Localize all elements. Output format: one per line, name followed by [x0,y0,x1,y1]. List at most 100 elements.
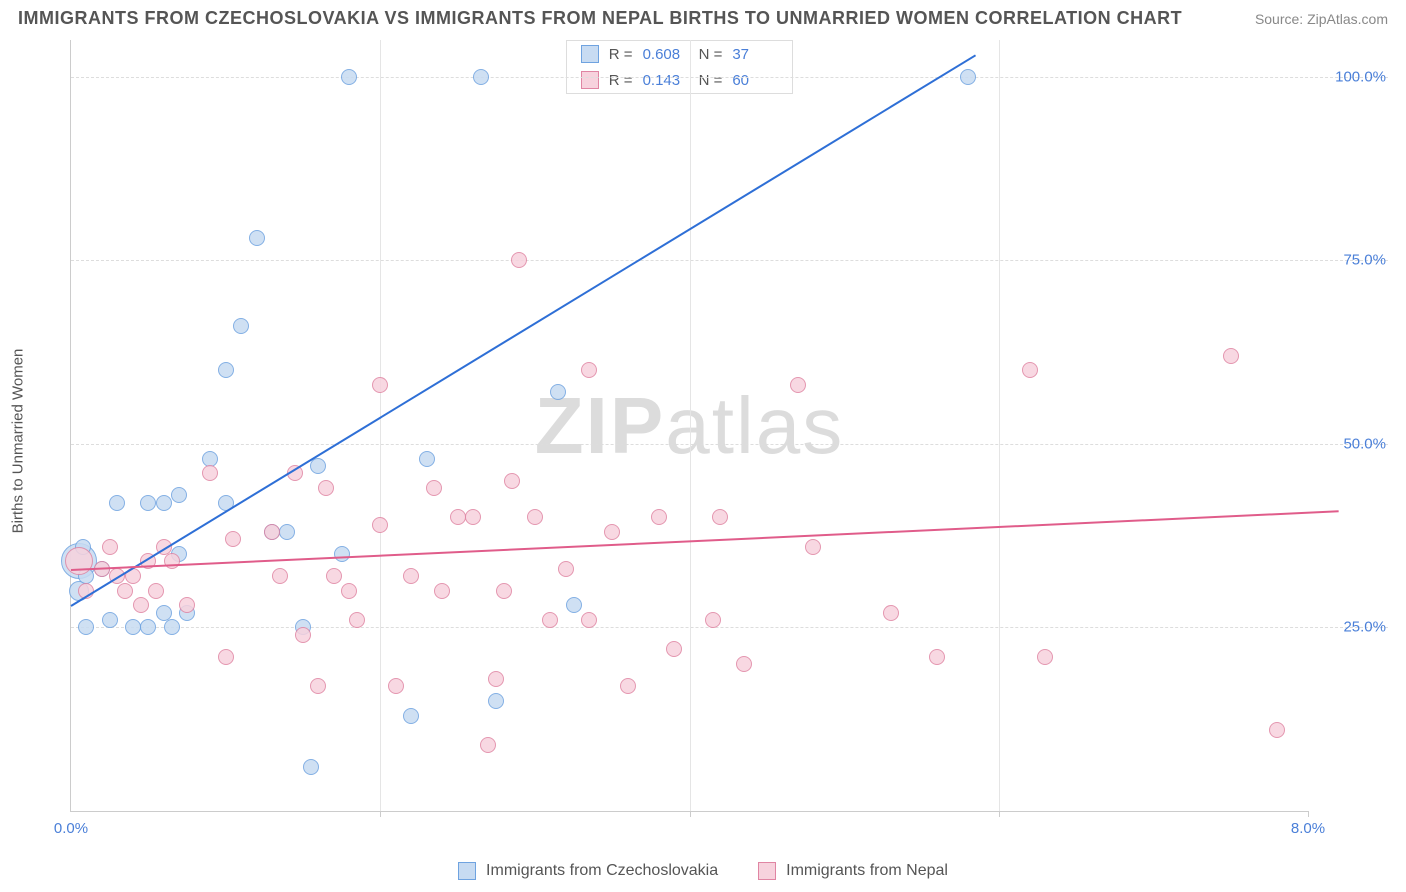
scatter-point [542,612,558,628]
scatter-point [434,583,450,599]
scatter-point [496,583,512,599]
scatter-point [102,612,118,628]
x-tick-label: 0.0% [54,820,88,837]
y-tick-label: 25.0% [1316,619,1386,636]
scatter-point [736,656,752,672]
scatter-point [272,568,288,584]
gridline-v [999,40,1000,811]
scatter-point [1269,722,1285,738]
scatter-point [264,524,280,540]
scatter-point [403,568,419,584]
scatter-point [527,509,543,525]
legend-swatch [758,862,776,880]
scatter-point [249,230,265,246]
stat-n-value: 37 [732,46,778,63]
x-tick-mark [1308,811,1309,817]
trend-line [71,510,1339,571]
stat-r-label: R = [609,72,633,89]
scatter-point [372,377,388,393]
scatter-point [403,708,419,724]
scatter-point [388,678,404,694]
y-axis-label: Births to Unmarried Women [10,349,27,534]
scatter-point [488,671,504,687]
scatter-point [148,583,164,599]
scatter-point [349,612,365,628]
gridline-h [71,627,1388,628]
scatter-point [164,553,180,569]
scatter-point [65,547,93,575]
scatter-point [805,539,821,555]
scatter-point [426,480,442,496]
scatter-point [651,509,667,525]
scatter-point [1223,348,1239,364]
scatter-point [341,69,357,85]
series-swatch [581,71,599,89]
y-tick-label: 100.0% [1316,68,1386,85]
legend-item: Immigrants from Czechoslovakia [458,862,718,880]
scatter-point [117,583,133,599]
y-tick-label: 75.0% [1316,252,1386,269]
gridline-v [380,40,381,811]
gridline-h [71,77,1388,78]
scatter-point [109,495,125,511]
scatter-point [218,649,234,665]
scatter-point [318,480,334,496]
scatter-point [233,318,249,334]
x-tick-mark [690,811,691,817]
scatter-point [102,539,118,555]
scatter-point [310,678,326,694]
stat-r-label: R = [609,46,633,63]
stat-r-value: 0.608 [643,46,689,63]
watermark-light: atlas [665,381,844,470]
scatter-point [929,649,945,665]
scatter-point [372,517,388,533]
trend-line [70,55,976,607]
x-tick-mark [380,811,381,817]
scatter-point [558,561,574,577]
legend: Immigrants from CzechoslovakiaImmigrants… [0,862,1406,880]
scatter-point [1022,362,1038,378]
scatter-point [620,678,636,694]
scatter-point [341,583,357,599]
scatter-point [705,612,721,628]
scatter-point [225,531,241,547]
scatter-point [473,69,489,85]
scatter-point [156,495,172,511]
scatter-point [140,619,156,635]
y-tick-label: 50.0% [1316,435,1386,452]
scatter-point [295,627,311,643]
scatter-point [179,597,195,613]
chart-header: IMMIGRANTS FROM CZECHOSLOVAKIA VS IMMIGR… [0,0,1406,33]
scatter-point [202,451,218,467]
legend-label: Immigrants from Czechoslovakia [486,862,718,880]
x-tick-mark [999,811,1000,817]
scatter-point [465,509,481,525]
stats-row: R =0.143N =60 [567,67,793,93]
scatter-point [334,546,350,562]
source-attribution: Source: ZipAtlas.com [1255,11,1388,27]
scatter-point [960,69,976,85]
scatter-point [581,362,597,378]
chart-area: Births to Unmarried Women ZIPatlas R =0.… [48,40,1388,842]
scatter-point [511,252,527,268]
scatter-point [218,362,234,378]
scatter-point [310,458,326,474]
scatter-point [504,473,520,489]
scatter-point [604,524,620,540]
stats-row: R =0.608N =37 [567,41,793,67]
scatter-point [550,384,566,400]
plot-region: ZIPatlas R =0.608N =37R =0.143N =60 25.0… [70,40,1308,812]
scatter-point [171,487,187,503]
scatter-point [1037,649,1053,665]
scatter-point [140,495,156,511]
scatter-point [133,597,149,613]
scatter-point [480,737,496,753]
scatter-point [883,605,899,621]
scatter-point [156,605,172,621]
scatter-point [164,619,180,635]
x-tick-label: 8.0% [1291,820,1325,837]
scatter-point [666,641,682,657]
series-swatch [581,45,599,63]
gridline-v [690,40,691,811]
scatter-point [712,509,728,525]
